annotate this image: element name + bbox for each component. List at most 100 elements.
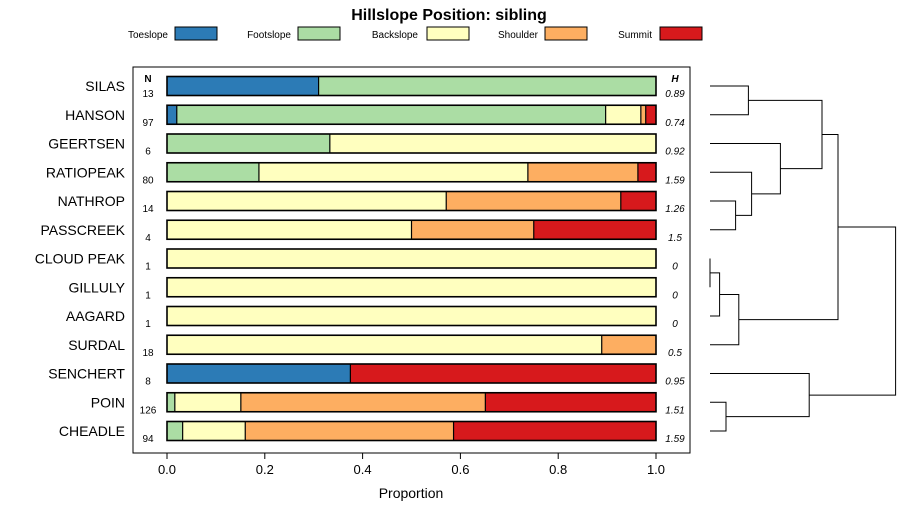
n-value-hanson: 97 <box>142 118 154 129</box>
bar-segment-poin-footslope <box>167 392 175 412</box>
bar-segment-geertsen-footslope <box>167 134 330 153</box>
legend-label-shoulder: Shoulder <box>498 30 539 41</box>
category-label-aagard: AAGARD <box>66 308 125 324</box>
n-value-surdal: 18 <box>142 348 154 359</box>
bar-segment-hanson-backslope <box>605 105 641 125</box>
h-value-senchert: 0.95 <box>665 377 685 388</box>
legend-label-summit: Summit <box>618 30 652 41</box>
bar-outline-ratiopeak <box>166 161 657 183</box>
dendrogram-branch <box>710 85 749 116</box>
bar-segment-ratiopeak-summit <box>637 162 656 182</box>
h-value-geertsen: 0.92 <box>665 147 685 158</box>
bar-row-cheadle <box>166 420 657 442</box>
legend-label-toeslope: Toeslope <box>128 30 168 41</box>
h-value-ratiopeak: 1.59 <box>665 175 685 186</box>
category-label-gilluly: GILLULY <box>68 279 125 295</box>
bar-outline-aagard <box>166 305 657 327</box>
legend-swatch-shoulder <box>544 26 588 41</box>
x-tick-label: 0.2 <box>256 462 274 477</box>
h-value-poin: 1.51 <box>665 405 684 416</box>
legend-swatch-backslope <box>426 26 470 41</box>
bar-outline-nathrop <box>166 190 657 212</box>
bar-segment-poin-summit <box>485 392 656 412</box>
bar-outline-passcreek <box>166 219 657 241</box>
category-label-poin: POIN <box>91 394 125 410</box>
bar-row-surdal <box>166 334 657 356</box>
category-label-nathrop: NATHROP <box>58 193 125 209</box>
dendrogram-branch <box>710 200 737 231</box>
n-value-gilluly: 1 <box>145 290 151 301</box>
n-column-header: N <box>144 74 151 85</box>
bar-segment-aagard-backslope <box>167 306 656 326</box>
bar-outline-gilluly <box>166 276 657 298</box>
bar-segment-cloud-peak-backslope <box>167 249 656 268</box>
dendrogram-branch <box>710 143 781 195</box>
dendrogram-branch <box>748 99 823 170</box>
h-value-cheadle: 1.59 <box>665 434 685 445</box>
bar-outline-hanson <box>166 104 657 126</box>
bar-segment-gilluly-backslope <box>167 277 656 297</box>
bars <box>166 75 657 442</box>
bar-segment-ratiopeak-shoulder <box>527 162 638 182</box>
n-value-ratiopeak: 80 <box>142 175 154 186</box>
bar-outline-surdal <box>166 334 657 356</box>
bar-row-senchert <box>166 363 657 384</box>
legend: Toeslope Footslope Backslope Shoulder Summit <box>128 26 703 41</box>
bar-row-silas <box>166 75 657 97</box>
category-label-cheadle: CHEADLE <box>59 423 125 439</box>
n-value-cloud-peak: 1 <box>145 262 151 273</box>
h-value-nathrop: 1.26 <box>665 204 685 215</box>
bar-outline-silas <box>166 75 657 97</box>
dendrogram-branch <box>710 373 810 418</box>
legend-swatch-toeslope <box>174 26 218 41</box>
bar-segment-passcreek-summit <box>533 220 656 240</box>
plot-frame <box>132 66 691 454</box>
bar-segment-hanson-footslope <box>176 105 606 125</box>
bar-outline-cloud-peak <box>166 248 657 269</box>
dendrogram-branch <box>710 401 727 432</box>
category-label-cloud-peak: CLOUD PEAK <box>35 251 126 267</box>
category-label-geertsen: GEERTSEN <box>48 136 125 152</box>
bar-segment-poin-backslope <box>174 392 241 412</box>
bar-segment-silas-toeslope <box>167 76 319 96</box>
bar-row-nathrop <box>166 190 657 212</box>
bar-row-ratiopeak <box>166 161 657 183</box>
bar-segment-cheadle-summit <box>453 421 656 441</box>
bar-segment-silas-footslope <box>318 76 656 96</box>
bar-segment-passcreek-backslope <box>167 220 412 240</box>
bar-segment-geertsen-backslope <box>329 134 656 153</box>
bar-segment-poin-shoulder <box>240 392 486 412</box>
category-label-passcreek: PASSCREEK <box>40 222 125 238</box>
h-value-hanson: 0.74 <box>665 118 685 129</box>
n-value-geertsen: 6 <box>145 147 151 158</box>
category-label-ratiopeak: RATIOPEAK <box>46 164 126 180</box>
h-value-silas: 0.89 <box>665 89 685 100</box>
h-value-aagard: 0 <box>672 319 678 330</box>
bar-segment-senchert-toeslope <box>167 364 351 383</box>
bar-segment-hanson-summit <box>645 105 656 125</box>
h-value-gilluly: 0 <box>672 290 678 301</box>
bar-segment-cheadle-footslope <box>167 421 183 441</box>
x-tick-label: 0.0 <box>158 462 176 477</box>
x-axis: 0.0 0.2 0.4 0.6 0.8 1.0 <box>158 453 665 477</box>
x-tick-label: 1.0 <box>647 462 665 477</box>
legend-swatch-summit <box>659 26 703 41</box>
dendrogram-branch <box>738 134 839 321</box>
legend-swatch-footslope <box>297 26 341 41</box>
n-value-aagard: 1 <box>145 319 151 330</box>
bar-segment-passcreek-shoulder <box>411 220 534 240</box>
x-tick-label: 0.8 <box>549 462 567 477</box>
bar-row-gilluly <box>166 276 657 298</box>
n-value-silas: 13 <box>142 89 154 100</box>
dendrogram-branch <box>809 226 897 396</box>
bar-segment-ratiopeak-backslope <box>258 162 528 182</box>
category-label-senchert: SENCHERT <box>48 366 125 382</box>
h-value-cloud-peak: 0 <box>672 262 678 273</box>
x-tick-label: 0.4 <box>354 462 372 477</box>
bar-row-geertsen <box>166 133 657 154</box>
x-tick-label: 0.6 <box>451 462 469 477</box>
bar-outline-poin <box>166 391 657 413</box>
bar-segment-nathrop-summit <box>620 191 656 211</box>
bar-outline-senchert <box>166 363 657 384</box>
